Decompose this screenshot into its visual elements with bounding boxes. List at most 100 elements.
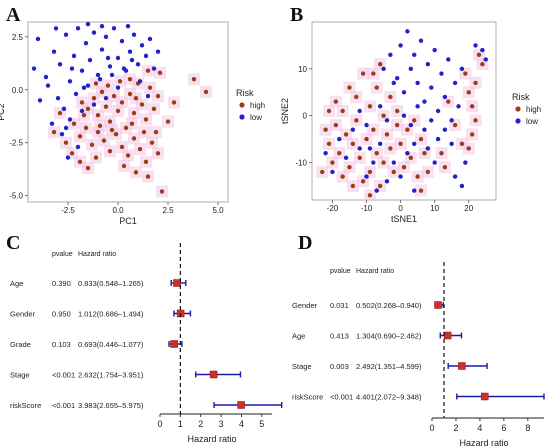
y-axis-label: tSNE2 bbox=[280, 98, 290, 124]
y-tick-label: 10 bbox=[298, 65, 307, 74]
scatter-point-low bbox=[135, 62, 141, 67]
scatter-point-low bbox=[121, 66, 127, 71]
scatter-point-low bbox=[81, 85, 87, 90]
hazard-ratio-point bbox=[443, 331, 452, 340]
scatter-point-high bbox=[374, 85, 379, 90]
scatter-point-low bbox=[412, 52, 417, 57]
scatter-point-high bbox=[469, 104, 475, 109]
scatter-point-high bbox=[337, 150, 342, 156]
scatter-point-high bbox=[320, 169, 325, 175]
scatter-point-low bbox=[398, 43, 403, 48]
legend-title: Risk bbox=[512, 92, 530, 102]
x-tick-label: 2 bbox=[198, 419, 203, 429]
scatter-point-high bbox=[418, 136, 424, 142]
row-pvalue: <0.001 bbox=[52, 371, 75, 380]
scatter-point-low bbox=[435, 136, 441, 142]
scatter-point-high bbox=[137, 146, 143, 152]
scatter-point-high bbox=[77, 159, 83, 164]
row-pvalue: 0.103 bbox=[52, 340, 71, 349]
scatter-point-high bbox=[191, 76, 197, 82]
scatter-point-low bbox=[51, 49, 57, 54]
scatter-point-high bbox=[452, 122, 458, 128]
panel-letter-d: D bbox=[298, 232, 313, 254]
scatter-point-high bbox=[133, 170, 139, 175]
scatter-point-low bbox=[83, 40, 89, 46]
scatter-point-high bbox=[388, 94, 393, 100]
scatter-point-high bbox=[405, 127, 410, 132]
scatter-point-high bbox=[77, 134, 83, 139]
scatter-point-high bbox=[326, 108, 332, 114]
scatter-point-low bbox=[442, 127, 448, 132]
scatter-point-high bbox=[466, 90, 471, 95]
scatter-point-low bbox=[95, 72, 101, 78]
scatter-point-high bbox=[93, 81, 99, 86]
scatter-point-high bbox=[408, 155, 414, 161]
scatter-point-low bbox=[391, 160, 396, 165]
scatter-point-low bbox=[388, 52, 393, 57]
scatter-point-high bbox=[107, 119, 113, 124]
scatter-point-high bbox=[127, 91, 133, 97]
scatter-point-low bbox=[480, 47, 485, 53]
hazard-ratio-point bbox=[480, 392, 489, 401]
scatter-point-high bbox=[347, 85, 352, 90]
scatter-point-low bbox=[374, 188, 379, 193]
scatter-point-low bbox=[79, 68, 85, 73]
scatter-point-low bbox=[67, 117, 73, 122]
scatter-point-high bbox=[463, 71, 468, 76]
scatter-point-low bbox=[79, 108, 85, 114]
scatter-point-high bbox=[364, 136, 369, 142]
hazard-ratio-point bbox=[434, 301, 442, 309]
x-tick-label: 6 bbox=[501, 423, 506, 433]
scatter-point-low bbox=[63, 32, 69, 37]
scatter-point-low bbox=[381, 66, 386, 72]
scatter-point-high bbox=[360, 179, 366, 184]
scatter-point-low bbox=[394, 76, 400, 81]
scatter-point-high bbox=[371, 127, 376, 132]
scatter-point-high bbox=[418, 188, 424, 193]
scatter-point-low bbox=[456, 104, 461, 109]
scatter-point-low bbox=[364, 174, 369, 179]
scatter-point-high bbox=[63, 140, 69, 145]
row-hazard-ratio: 1.012(0.686–1.494) bbox=[78, 310, 144, 319]
row-label: Gender bbox=[292, 301, 318, 310]
scatter-point-high bbox=[109, 127, 115, 133]
x-axis-label: PC1 bbox=[119, 216, 137, 226]
scatter-point-high bbox=[422, 150, 427, 156]
scatter-point-low bbox=[99, 24, 105, 29]
scatter-point-low bbox=[442, 94, 448, 100]
legend-label-high: high bbox=[250, 101, 265, 110]
scatter-point-high bbox=[83, 125, 89, 131]
scatter-point-high bbox=[360, 71, 366, 76]
scatter-point-low bbox=[35, 36, 41, 42]
scatter-point-high bbox=[113, 132, 119, 137]
scatter-point-low bbox=[429, 118, 434, 123]
scatter-point-high bbox=[381, 113, 386, 118]
scatter-point-high bbox=[147, 85, 153, 90]
scatter-point-high bbox=[107, 148, 113, 154]
hazard-ratio-column-header: Hazard ratio bbox=[78, 251, 116, 258]
panel-letter-b: B bbox=[290, 4, 304, 26]
scatter-point-high bbox=[85, 106, 91, 112]
scatter-point-low bbox=[415, 104, 420, 109]
y-tick-label: 0.0 bbox=[12, 86, 24, 95]
scatter-point-low bbox=[452, 80, 458, 86]
x-tick-label: 4 bbox=[477, 423, 482, 433]
scatter-point-high bbox=[354, 118, 359, 123]
scatter-point-high bbox=[469, 132, 475, 137]
x-tick-label: 5.0 bbox=[212, 206, 224, 215]
scatter-point-low bbox=[65, 155, 71, 160]
scatter-point-low bbox=[109, 72, 115, 78]
scatter-point-low bbox=[103, 96, 109, 101]
row-hazard-ratio: 2.632(1.754–3.951) bbox=[78, 371, 144, 380]
hazard-ratio-point bbox=[173, 279, 181, 287]
y-tick-label: -2.5 bbox=[9, 139, 23, 148]
legend-label-high: high bbox=[526, 105, 541, 114]
scatter-point-low bbox=[91, 30, 97, 35]
scatter-point-low bbox=[91, 102, 97, 107]
scatter-point-low bbox=[71, 53, 77, 59]
scatter-point-low bbox=[357, 108, 362, 114]
scatter-point-low bbox=[401, 113, 407, 118]
scatter-point-low bbox=[103, 34, 109, 40]
scatter-point-low bbox=[350, 127, 356, 132]
scatter-point-high bbox=[145, 68, 151, 73]
